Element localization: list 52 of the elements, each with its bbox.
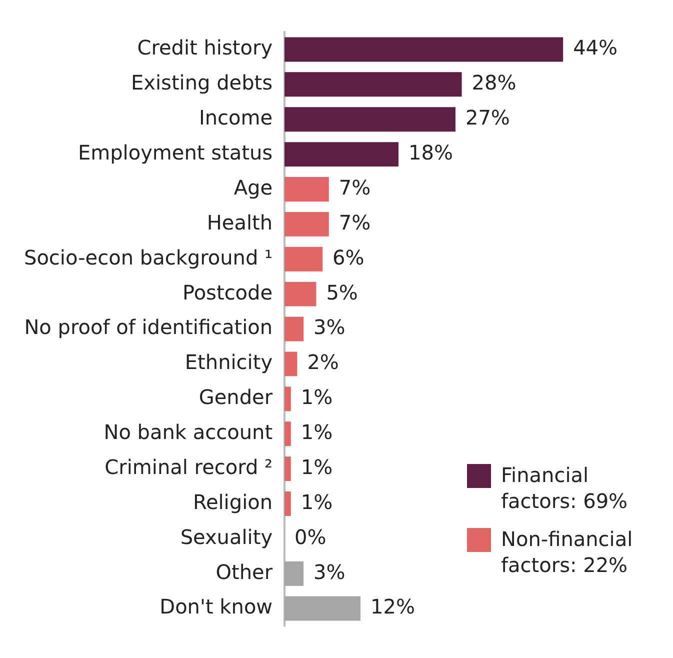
data-label: 44% <box>573 36 618 60</box>
data-label: 5% <box>326 280 358 304</box>
y-tick-label: Health <box>206 210 273 234</box>
bar <box>284 142 398 167</box>
data-label: 28% <box>472 70 516 95</box>
y-tick-label: No bank account <box>104 420 273 444</box>
y-tick-label: Don't know <box>160 594 273 619</box>
data-label: 1% <box>300 490 333 514</box>
bar <box>284 352 298 376</box>
bar <box>284 386 291 412</box>
data-label: 6% <box>332 245 364 270</box>
bar <box>284 177 329 202</box>
y-tick-label: Income <box>198 106 273 130</box>
y-tick-label: Ethnicity <box>184 350 273 374</box>
y-tick-label: No proof of identification <box>24 315 273 340</box>
data-label: 3% <box>314 560 346 584</box>
data-label: 0% <box>294 524 326 549</box>
bar <box>284 282 316 306</box>
y-tick-label: Postcode <box>182 280 273 304</box>
bar <box>284 422 291 446</box>
bar <box>284 107 456 132</box>
data-label: 1% <box>300 420 333 444</box>
y-tick-label: Criminal record ² <box>104 454 273 479</box>
y-tick-label: Existing debts <box>131 70 273 95</box>
bar <box>284 491 291 516</box>
data-label: 7% <box>338 175 371 200</box>
y-tick-label: Employment status <box>78 140 273 164</box>
bar <box>284 37 564 62</box>
y-tick-label: Socio-econ background ¹ <box>24 245 273 270</box>
legend-label: Non-financial factors: 22% <box>501 526 634 578</box>
y-tick-label: Gender <box>198 385 274 410</box>
bar <box>284 596 361 621</box>
bar <box>284 72 462 97</box>
data-label: 7% <box>338 210 371 234</box>
y-tick-label: Sexuality <box>180 524 273 549</box>
data-label: 1% <box>300 385 333 410</box>
y-tick-label: Other <box>216 560 274 584</box>
bar <box>284 212 329 236</box>
y-tick-label: Age <box>234 175 273 200</box>
bar <box>284 316 304 342</box>
y-tick-label: Credit history <box>137 36 273 60</box>
legend-label: Financial factors: 69% <box>501 462 629 514</box>
data-label: 1% <box>300 454 333 479</box>
data-label: 12% <box>370 594 415 619</box>
bar <box>284 456 291 481</box>
data-label: 3% <box>314 315 346 340</box>
data-label: 2% <box>307 350 339 374</box>
data-label: 27% <box>465 106 510 130</box>
y-tick-label: Religion <box>192 490 273 514</box>
data-label: 18% <box>408 140 453 164</box>
bar <box>284 246 323 272</box>
bar <box>284 561 304 586</box>
